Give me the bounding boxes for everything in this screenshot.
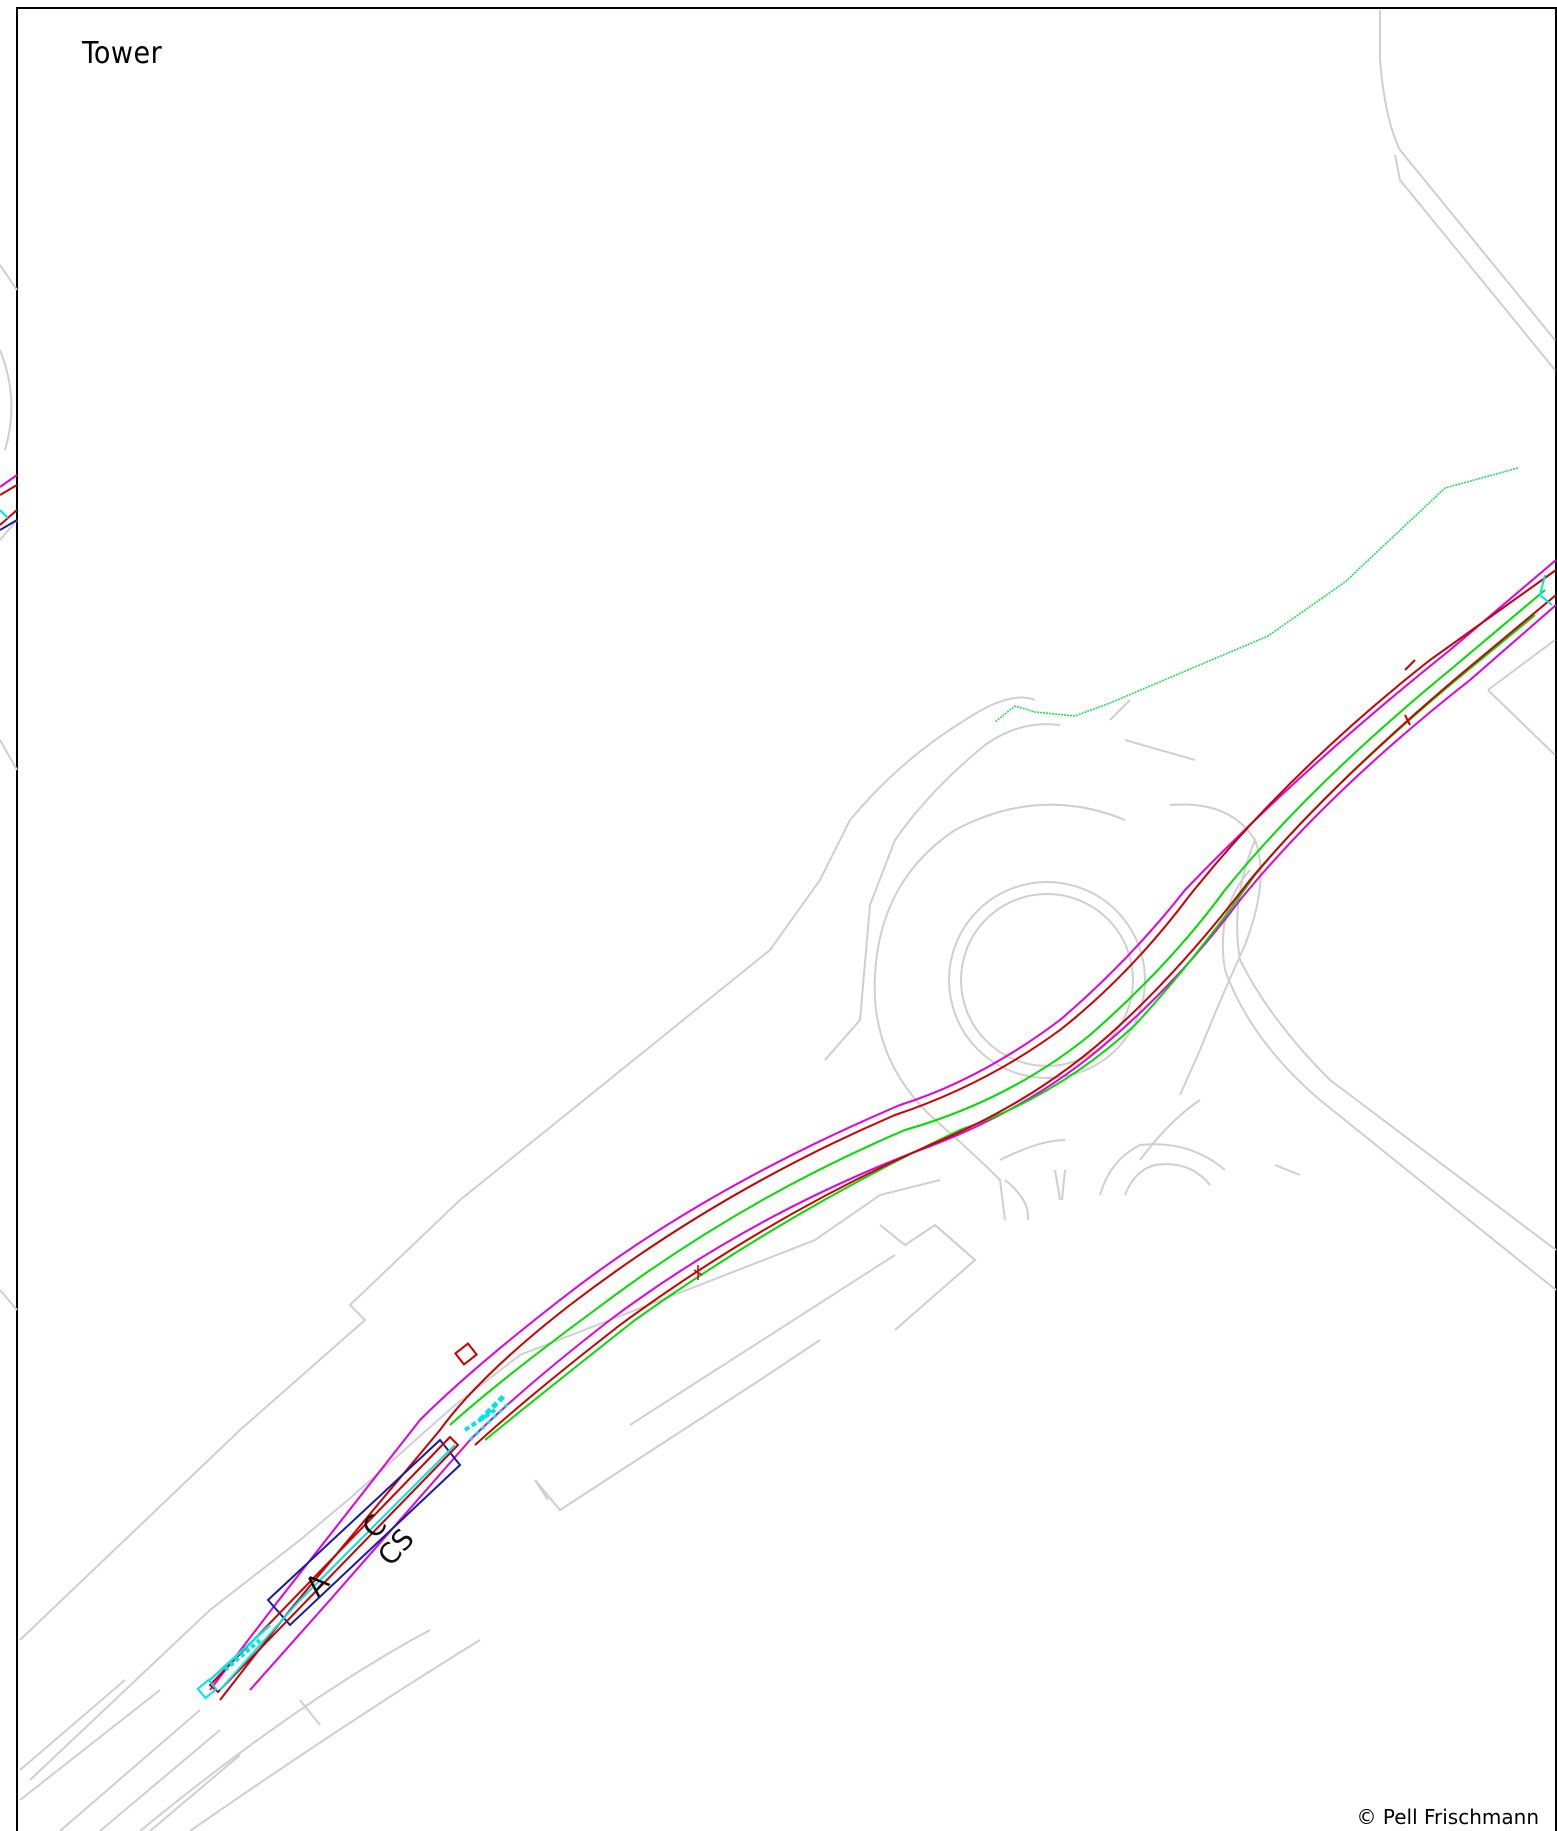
copyright-notice: © Pell Frischmann <box>1356 1805 1540 1829</box>
context-linework <box>0 10 1557 1831</box>
label-a: A <box>299 1566 336 1602</box>
drawing-frame <box>16 7 1557 1831</box>
drawing-title: Tower <box>82 36 163 71</box>
site-boundary-line <box>994 467 1519 723</box>
alignment-corridor <box>0 474 1557 1701</box>
